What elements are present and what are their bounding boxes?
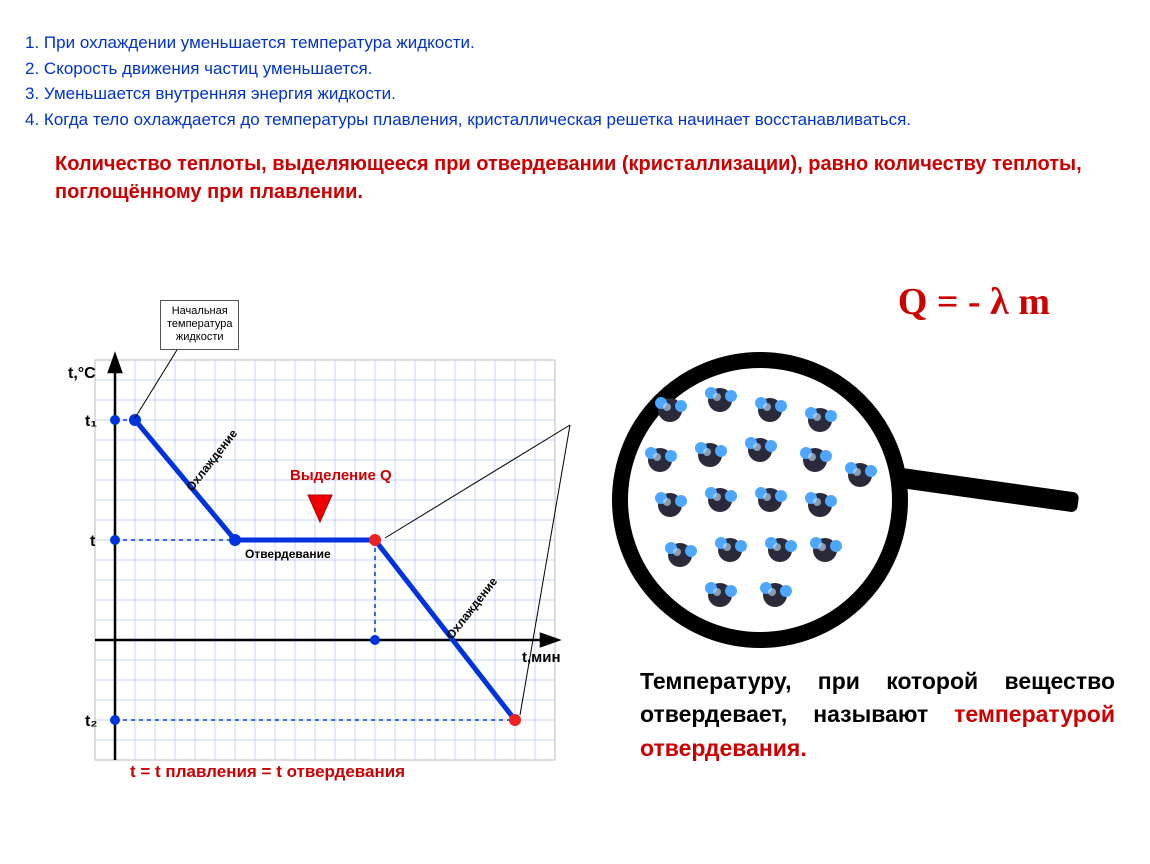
list-text: Уменьшается внутренняя энергия жидкости. (44, 84, 396, 103)
formula: Q = - λ m (898, 280, 1050, 324)
list-num: 2. (25, 59, 39, 78)
x-axis-label: t,мин (522, 649, 561, 666)
list-text: Когда тело охлаждается до температуры пл… (44, 110, 911, 129)
list-num: 1. (25, 33, 39, 52)
list-num: 4. (25, 110, 39, 129)
y-axis-label: t,°C (68, 365, 96, 382)
list-num: 3. (25, 84, 39, 103)
y-tick: t₂ (85, 713, 97, 730)
magnifier-illustration (600, 340, 1100, 665)
y-tick: t₁ (85, 413, 97, 430)
heat-statement: Количество теплоты, выделяющееся при отв… (25, 150, 1125, 206)
callout-line: жидкости (167, 331, 232, 344)
callout-initial-temp: Начальная температура жидкости (160, 300, 239, 350)
list-item: 2. Скорость движения частиц уменьшается. (25, 56, 1125, 82)
chart-footer-equation: t = t плавления = t отвердевания (130, 762, 405, 782)
list-text: При охлаждении уменьшается температура ж… (44, 33, 475, 52)
magnifier-handle (879, 465, 1080, 513)
callout-line: Начальная (167, 305, 232, 318)
segment-label-2: Отвердевание (245, 547, 331, 561)
list-item: 1. При охлаждении уменьшается температур… (25, 30, 1125, 56)
q-release-label: Выделение Q (290, 467, 392, 484)
cooling-chart: Начальная температура жидкости t,°C t,ми… (30, 300, 590, 780)
chart-svg: t,°C t,мин t₁ t t₂ Охлаждение (30, 300, 590, 780)
callout-line: температура (167, 318, 232, 331)
definition-text: Температуру, при которой вещество отверд… (640, 665, 1115, 765)
y-tick: t (90, 533, 96, 550)
list-text: Скорость движения частиц уменьшается. (44, 59, 372, 78)
list-item: 4. Когда тело охлаждается до температуры… (25, 107, 1125, 133)
numbered-list: 1. При охлаждении уменьшается температур… (25, 30, 1125, 132)
list-item: 3. Уменьшается внутренняя энергия жидкос… (25, 81, 1125, 107)
